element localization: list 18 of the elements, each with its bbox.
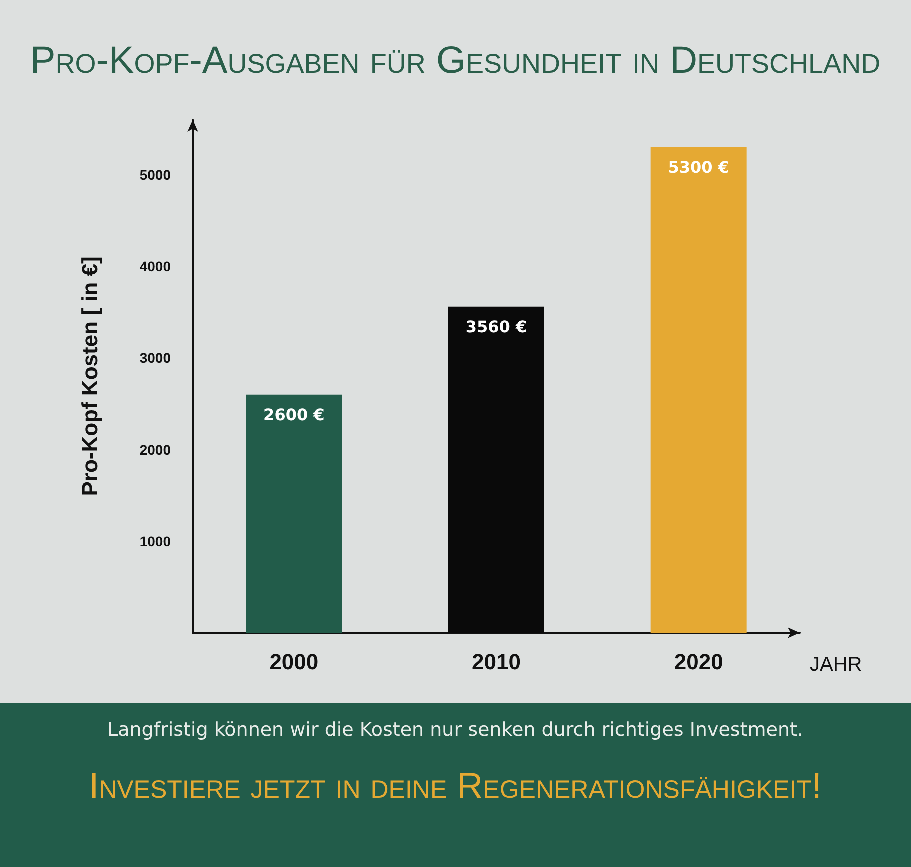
y-tick-label: 4000 xyxy=(140,258,172,275)
text: Langfristig können wir die Kosten nur senken durch richtiges Investment. xyxy=(106,719,804,741)
y-tick-label: 2000 xyxy=(140,442,172,458)
y-axis-title: Pro-Kopf Kosten [ in €] xyxy=(78,256,102,496)
y-tick-label: 3000 xyxy=(140,350,172,366)
x-tick-label: 2000 xyxy=(270,650,319,674)
x-axis-title: JAHR xyxy=(810,654,862,676)
data-label: 3560 € xyxy=(466,317,528,336)
bar xyxy=(650,147,747,633)
y-tick-label: 5000 xyxy=(140,166,172,183)
x-tick-label: 2010 xyxy=(472,650,521,674)
bar xyxy=(246,394,342,633)
text: Investiere jetzt in deine Regenerationsfähigkeit! xyxy=(88,765,823,807)
data-label: 5300 € xyxy=(668,158,730,177)
chart-title: Pro-Kopf-Ausgaben für Gesundheit in Deutschland xyxy=(29,40,882,83)
x-tick-label: 2020 xyxy=(674,650,724,674)
y-tick-label: 1000 xyxy=(140,533,172,550)
data-label: 2600 € xyxy=(264,405,325,424)
